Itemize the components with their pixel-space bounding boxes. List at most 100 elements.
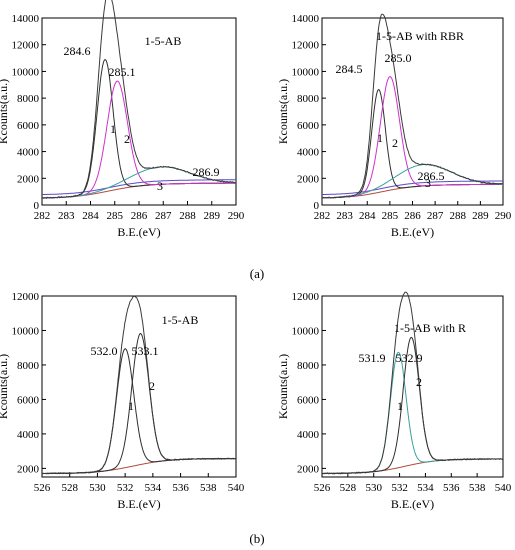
- x-tick-label: 282: [314, 210, 331, 222]
- x-tick-label: 283: [58, 210, 75, 222]
- peak-value-label: 533.1: [132, 344, 159, 358]
- y-tick-label: 6000: [17, 120, 40, 132]
- x-axis-title: B.E.(eV): [117, 225, 160, 239]
- x-axis-title: B.E.(eV): [391, 225, 434, 239]
- peak-index-label: 2: [149, 379, 155, 393]
- y-tick-label: 10000: [292, 66, 320, 78]
- panel-title: 1-5-AB with RBR: [376, 29, 464, 43]
- y-tick-label: 10000: [12, 66, 40, 78]
- plot-frame: [321, 17, 504, 206]
- figure-label-a: (a): [250, 266, 264, 281]
- peak-value-label: 284.6: [64, 44, 91, 58]
- x-tick-label: 536: [172, 482, 189, 494]
- y-tick-label: 12000: [292, 291, 320, 303]
- y-axis-title: Kcounts(a.u.): [0, 354, 10, 419]
- peak-index-label: 3: [425, 176, 431, 190]
- background-line-2: [322, 180, 503, 195]
- peak-value-label: 285.1: [109, 65, 136, 79]
- y-tick-label: 14000: [292, 13, 320, 25]
- y-tick-label: 6000: [17, 394, 40, 406]
- background-line-2: [41, 179, 236, 196]
- y-tick-label: 2000: [297, 463, 320, 475]
- y-axis-title: Kcounts(a.u.): [276, 354, 290, 419]
- y-tick-label: 8000: [17, 93, 40, 105]
- peak-index-label: 1: [128, 399, 134, 413]
- x-tick-label: 536: [443, 482, 460, 494]
- x-tick-label: 540: [495, 482, 512, 494]
- y-tick-label: 10000: [292, 325, 320, 337]
- y-tick-label: 8000: [17, 360, 40, 372]
- peak-index-label: 1: [377, 131, 383, 145]
- x-tick-label: 288: [179, 210, 196, 222]
- y-tick-label: 12000: [12, 40, 40, 52]
- x-tick-label: 284: [359, 210, 376, 222]
- figure-label-b: (b): [249, 531, 264, 546]
- peak-index-label: 2: [124, 132, 130, 146]
- peak-index-label: 3: [157, 179, 163, 193]
- x-tick-label: 538: [469, 482, 486, 494]
- envelope-curve: [321, 13, 504, 199]
- y-tick-label: 8000: [297, 93, 320, 105]
- y-tick-label: 6000: [297, 394, 320, 406]
- y-tick-label: 8000: [297, 360, 320, 372]
- component-peak-1: [322, 351, 503, 474]
- peak-index-label: 2: [392, 136, 398, 150]
- x-tick-label: 289: [472, 210, 489, 222]
- envelope-curve: [41, 295, 237, 475]
- envelope-curve: [321, 291, 504, 475]
- x-tick-label: 290: [495, 210, 512, 222]
- x-tick-label: 532: [391, 482, 408, 494]
- x-tick-label: 287: [155, 210, 172, 222]
- x-tick-label: 283: [336, 210, 353, 222]
- peak-value-label: 532.9: [396, 351, 423, 365]
- plot-frame: [41, 295, 237, 478]
- x-axis-title: B.E.(eV): [391, 497, 434, 511]
- x-tick-label: 530: [365, 482, 382, 494]
- y-tick-label: 6000: [297, 120, 320, 132]
- x-tick-label: 285: [382, 210, 399, 222]
- background-line: [42, 458, 236, 474]
- x-tick-label: 538: [200, 482, 217, 494]
- x-tick-label: 290: [228, 210, 245, 222]
- x-tick-label: 285: [107, 210, 124, 222]
- x-tick-label: 526: [34, 482, 51, 494]
- chart-panel-2: 282 283 284 285 286 287 288 289 290 0 2000 4000 6000…: [276, 13, 512, 239]
- y-tick-label: 0: [314, 200, 320, 212]
- chart-panel-4: 526 528 530 532 534 536 538 540 2000 4000 6000 8000…: [276, 291, 512, 511]
- peak-value-label: 532.0: [91, 344, 118, 358]
- y-tick-label: 4000: [17, 147, 40, 159]
- x-tick-label: 534: [417, 482, 434, 494]
- chart-panel-3: 526 528 530 532 534 536 538 540 2000 4000 6000 8000…: [0, 291, 245, 511]
- peak-value-label: 284.5: [336, 62, 363, 76]
- x-tick-label: 526: [314, 482, 331, 494]
- x-tick-label: 284: [82, 210, 99, 222]
- component-peak-2: [322, 76, 503, 199]
- x-tick-label: 288: [450, 210, 467, 222]
- x-tick-label: 534: [145, 482, 162, 494]
- envelope-curve: [41, 0, 237, 199]
- x-tick-label: 528: [61, 482, 78, 494]
- y-tick-label: 12000: [292, 40, 320, 52]
- y-tick-label: 4000: [297, 429, 320, 441]
- y-tick-label: 0: [34, 200, 40, 212]
- x-tick-label: 540: [228, 482, 245, 494]
- x-tick-label: 528: [340, 482, 357, 494]
- peak-value-label: 531.9: [359, 351, 386, 365]
- chart-panel-1: 282 283 284 285 286 287 288 289 290 0 2000 4000 6000…: [0, 0, 245, 239]
- peak-index-label: 1: [397, 399, 403, 413]
- x-tick-label: 530: [89, 482, 106, 494]
- panel-title: 1-5-AB: [162, 313, 199, 327]
- component-peak-1: [42, 348, 236, 474]
- y-tick-label: 4000: [17, 429, 40, 441]
- y-tick-label: 2000: [17, 173, 40, 185]
- panel-title: 1-5-AB: [145, 34, 182, 48]
- y-tick-label: 14000: [12, 13, 40, 25]
- peak-value-label: 286.9: [193, 165, 220, 179]
- background-line: [322, 458, 503, 474]
- peak-value-label: 285.0: [385, 51, 412, 65]
- x-tick-label: 282: [34, 210, 51, 222]
- y-axis-title: Kcounts(a.u.): [0, 79, 10, 144]
- x-tick-label: 286: [131, 210, 148, 222]
- y-tick-label: 4000: [297, 147, 320, 159]
